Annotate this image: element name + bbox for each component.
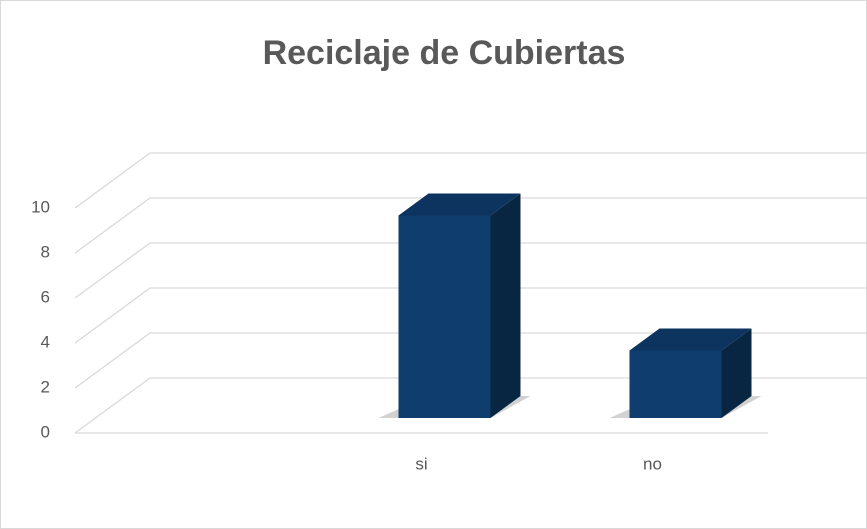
bar-side xyxy=(490,193,521,418)
y-tick-label: 8 xyxy=(41,242,50,261)
bar xyxy=(629,350,722,418)
chart-title: Reciclaje de Cubiertas xyxy=(263,34,626,72)
bar-top xyxy=(398,193,521,216)
y-tick-label: 10 xyxy=(31,197,50,216)
bar-side xyxy=(721,328,752,418)
grid-line xyxy=(74,242,867,299)
grid-line xyxy=(74,332,867,389)
grid-line xyxy=(74,377,867,434)
bar xyxy=(398,215,491,418)
grid-line xyxy=(74,152,867,209)
grid-line xyxy=(74,287,867,344)
y-tick-label: 2 xyxy=(41,377,50,396)
grid-line xyxy=(74,197,867,254)
y-tick-label: 4 xyxy=(41,332,50,351)
x-tick-label: si xyxy=(415,454,427,473)
y-tick-label: 6 xyxy=(41,287,50,306)
y-tick-label: 0 xyxy=(41,422,50,441)
x-tick-label: no xyxy=(643,454,662,473)
bar-top xyxy=(629,328,752,351)
